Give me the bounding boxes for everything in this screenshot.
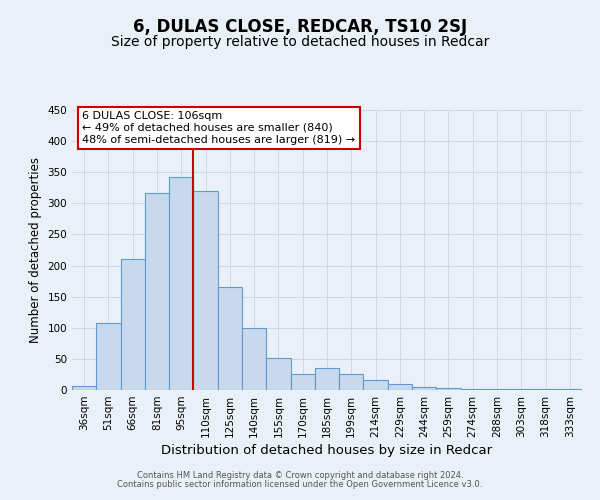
Bar: [412, 387, 436, 390]
Bar: [339, 374, 364, 390]
Bar: [242, 328, 266, 390]
Bar: [218, 288, 242, 390]
Bar: [266, 358, 290, 390]
Bar: [388, 384, 412, 390]
Bar: [145, 193, 169, 390]
Bar: [290, 374, 315, 390]
Bar: [96, 324, 121, 390]
Bar: [315, 368, 339, 390]
Bar: [72, 386, 96, 390]
Bar: [436, 388, 461, 390]
Y-axis label: Number of detached properties: Number of detached properties: [29, 157, 42, 343]
Text: Contains HM Land Registry data © Crown copyright and database right 2024.: Contains HM Land Registry data © Crown c…: [137, 471, 463, 480]
Bar: [193, 191, 218, 390]
Bar: [364, 380, 388, 390]
Text: 6, DULAS CLOSE, REDCAR, TS10 2SJ: 6, DULAS CLOSE, REDCAR, TS10 2SJ: [133, 18, 467, 36]
Text: Size of property relative to detached houses in Redcar: Size of property relative to detached ho…: [111, 35, 489, 49]
Text: 6 DULAS CLOSE: 106sqm
← 49% of detached houses are smaller (840)
48% of semi-det: 6 DULAS CLOSE: 106sqm ← 49% of detached …: [82, 112, 355, 144]
X-axis label: Distribution of detached houses by size in Redcar: Distribution of detached houses by size …: [161, 444, 493, 457]
Bar: [121, 260, 145, 390]
Text: Contains public sector information licensed under the Open Government Licence v3: Contains public sector information licen…: [118, 480, 482, 489]
Bar: [169, 176, 193, 390]
